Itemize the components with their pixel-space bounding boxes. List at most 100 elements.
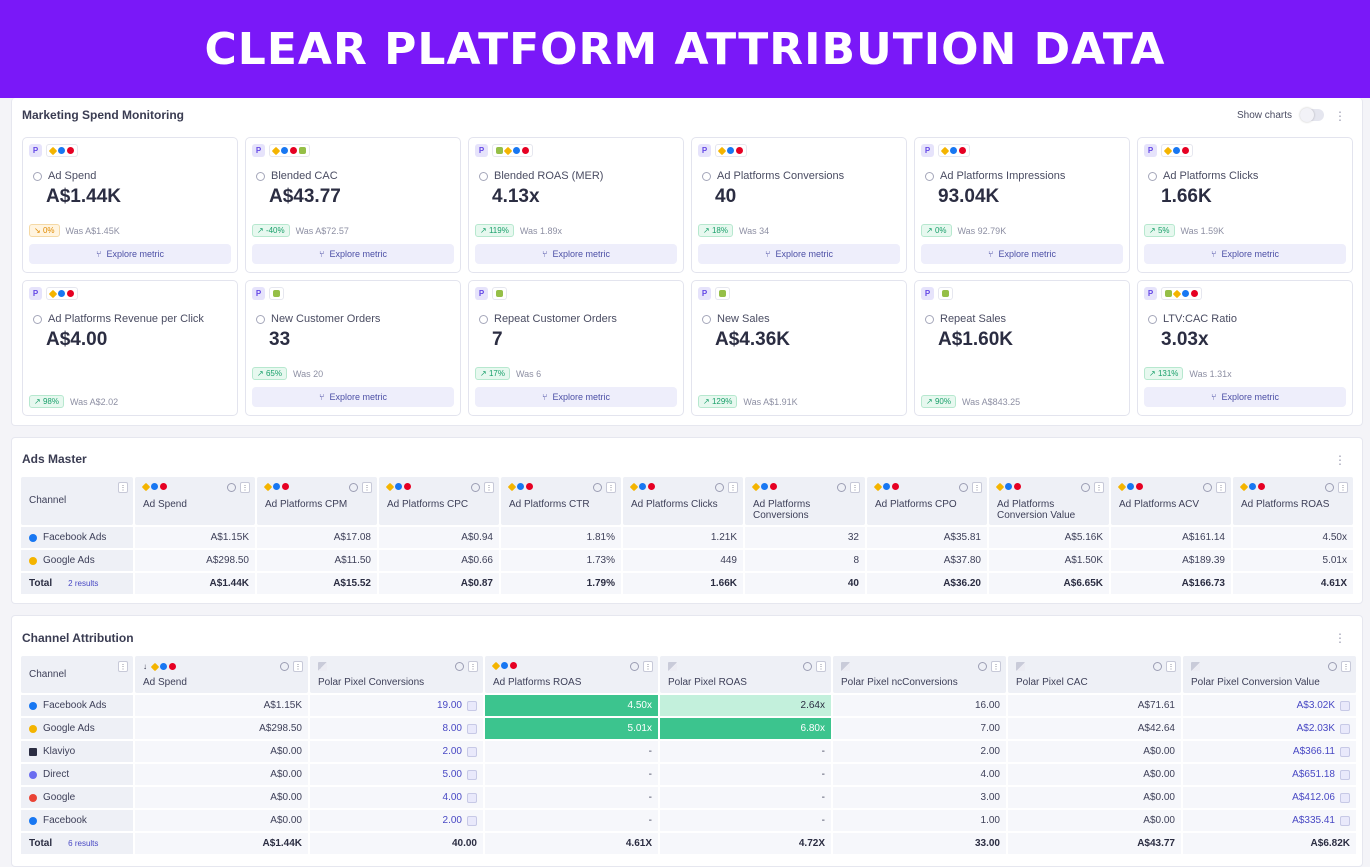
column-menu-icon[interactable]: ⋮ — [1216, 482, 1226, 493]
channel-cell[interactable]: Facebook Ads — [21, 695, 133, 716]
column-menu-icon[interactable]: ⋮ — [643, 661, 653, 672]
column-menu-icon[interactable]: ⋮ — [606, 482, 616, 493]
info-icon[interactable] — [256, 314, 265, 324]
column-header[interactable]: Polar Pixel CAC ⋮ — [1008, 656, 1181, 693]
info-icon[interactable] — [978, 662, 987, 671]
info-icon[interactable] — [837, 483, 846, 492]
column-header[interactable]: Ad Platforms CPC ⋮ — [379, 477, 499, 525]
column-header[interactable]: Ad Platforms ACV ⋮ — [1111, 477, 1231, 525]
channel-cell[interactable]: Direct — [21, 764, 133, 785]
channel-cell[interactable]: Google Ads — [21, 718, 133, 739]
column-header[interactable]: Ad Platforms ROAS ⋮ — [1233, 477, 1353, 525]
info-icon[interactable] — [455, 662, 464, 671]
column-menu-icon[interactable]: ⋮ — [118, 661, 128, 672]
column-header[interactable]: Ad Platforms CPO ⋮ — [867, 477, 987, 525]
info-icon[interactable] — [256, 171, 265, 181]
breakdown-icon[interactable] — [1340, 746, 1350, 757]
show-charts-toggle[interactable] — [1300, 108, 1324, 122]
more-options-icon[interactable]: ⋮ — [1334, 453, 1346, 467]
breakdown-icon[interactable] — [467, 700, 477, 711]
column-menu-icon[interactable]: ⋮ — [816, 661, 826, 672]
info-icon[interactable] — [1148, 314, 1157, 324]
column-menu-icon[interactable]: ⋮ — [1338, 482, 1348, 493]
explore-metric-button[interactable]: ⑂ Explore metric — [475, 244, 677, 264]
info-icon[interactable] — [702, 171, 711, 181]
breakdown-icon[interactable] — [467, 746, 477, 757]
channel-header[interactable]: Channel ⋮ — [21, 656, 133, 693]
info-icon[interactable] — [1203, 483, 1212, 492]
column-header[interactable]: Ad Platforms CTR ⋮ — [501, 477, 621, 525]
column-header[interactable]: Ad Platforms CPM ⋮ — [257, 477, 377, 525]
column-menu-icon[interactable]: ⋮ — [240, 482, 250, 493]
breakdown-icon[interactable] — [467, 769, 477, 780]
column-menu-icon[interactable]: ⋮ — [118, 482, 128, 493]
info-icon[interactable] — [925, 171, 934, 181]
column-menu-icon[interactable]: ⋮ — [972, 482, 982, 493]
info-icon[interactable] — [715, 483, 724, 492]
breakdown-icon[interactable] — [1340, 769, 1350, 780]
results-count[interactable]: 2 results — [68, 579, 99, 588]
show-charts-control[interactable]: Show charts — [1237, 108, 1324, 122]
column-menu-icon[interactable]: ⋮ — [850, 482, 860, 493]
column-menu-icon[interactable]: ⋮ — [362, 482, 372, 493]
explore-metric-button[interactable]: ⑂ Explore metric — [1144, 244, 1346, 264]
channel-cell[interactable]: Google — [21, 787, 133, 808]
channel-cell[interactable]: Google Ads — [21, 550, 133, 571]
column-header[interactable]: Ad Spend ⋮ — [135, 477, 255, 525]
breakdown-icon[interactable] — [1340, 723, 1350, 734]
info-icon[interactable] — [1153, 662, 1162, 671]
info-icon[interactable] — [702, 314, 711, 324]
info-icon[interactable] — [1325, 483, 1334, 492]
explore-metric-button[interactable]: ⑂ Explore metric — [29, 244, 231, 264]
explore-metric-button[interactable]: ⑂ Explore metric — [252, 387, 454, 407]
column-header[interactable]: Polar Pixel Conversion Value ⋮ — [1183, 656, 1356, 693]
column-header[interactable]: ↓ Ad Spend ⋮ — [135, 656, 308, 693]
info-icon[interactable] — [1148, 171, 1157, 181]
column-menu-icon[interactable]: ⋮ — [1166, 661, 1176, 672]
explore-metric-button[interactable]: ⑂ Explore metric — [252, 244, 454, 264]
column-header[interactable]: Ad Platforms ROAS ⋮ — [485, 656, 658, 693]
info-icon[interactable] — [803, 662, 812, 671]
column-menu-icon[interactable]: ⋮ — [1341, 661, 1351, 672]
column-menu-icon[interactable]: ⋮ — [728, 482, 738, 493]
column-header[interactable]: Polar Pixel Conversions ⋮ — [310, 656, 483, 693]
breakdown-icon[interactable] — [1340, 815, 1350, 826]
info-icon[interactable] — [280, 662, 289, 671]
info-icon[interactable] — [925, 314, 934, 324]
explore-metric-button[interactable]: ⑂ Explore metric — [698, 244, 900, 264]
info-icon[interactable] — [349, 483, 358, 492]
column-header[interactable]: Ad Platforms Conversion Value ⋮ — [989, 477, 1109, 525]
results-count[interactable]: 6 results — [68, 839, 99, 848]
info-icon[interactable] — [593, 483, 602, 492]
channel-cell[interactable]: Klaviyo — [21, 741, 133, 762]
info-icon[interactable] — [227, 483, 236, 492]
column-menu-icon[interactable]: ⋮ — [991, 661, 1001, 672]
breakdown-icon[interactable] — [1340, 792, 1350, 803]
info-icon[interactable] — [1081, 483, 1090, 492]
breakdown-icon[interactable] — [1340, 700, 1350, 711]
channel-header[interactable]: Channel ⋮ — [21, 477, 133, 525]
info-icon[interactable] — [630, 662, 639, 671]
more-options-icon[interactable]: ⋮ — [1334, 631, 1346, 645]
column-header[interactable]: Polar Pixel ncConversions ⋮ — [833, 656, 1006, 693]
info-icon[interactable] — [479, 171, 488, 181]
sort-arrow-icon[interactable]: ↓ — [143, 662, 147, 671]
explore-metric-button[interactable]: ⑂ Explore metric — [921, 244, 1123, 264]
more-options-icon[interactable]: ⋮ — [1334, 109, 1346, 123]
breakdown-icon[interactable] — [467, 792, 477, 803]
explore-metric-button[interactable]: ⑂ Explore metric — [475, 387, 677, 407]
breakdown-icon[interactable] — [467, 723, 477, 734]
info-icon[interactable] — [33, 314, 42, 324]
column-header[interactable]: Ad Platforms Conversions ⋮ — [745, 477, 865, 525]
column-menu-icon[interactable]: ⋮ — [468, 661, 478, 672]
info-icon[interactable] — [959, 483, 968, 492]
column-header[interactable]: Polar Pixel ROAS ⋮ — [660, 656, 831, 693]
column-menu-icon[interactable]: ⋮ — [1094, 482, 1104, 493]
channel-cell[interactable]: Facebook Ads — [21, 527, 133, 548]
column-menu-icon[interactable]: ⋮ — [293, 661, 303, 672]
info-icon[interactable] — [471, 483, 480, 492]
info-icon[interactable] — [1328, 662, 1337, 671]
column-header[interactable]: Ad Platforms Clicks ⋮ — [623, 477, 743, 525]
column-menu-icon[interactable]: ⋮ — [484, 482, 494, 493]
explore-metric-button[interactable]: ⑂ Explore metric — [1144, 387, 1346, 407]
